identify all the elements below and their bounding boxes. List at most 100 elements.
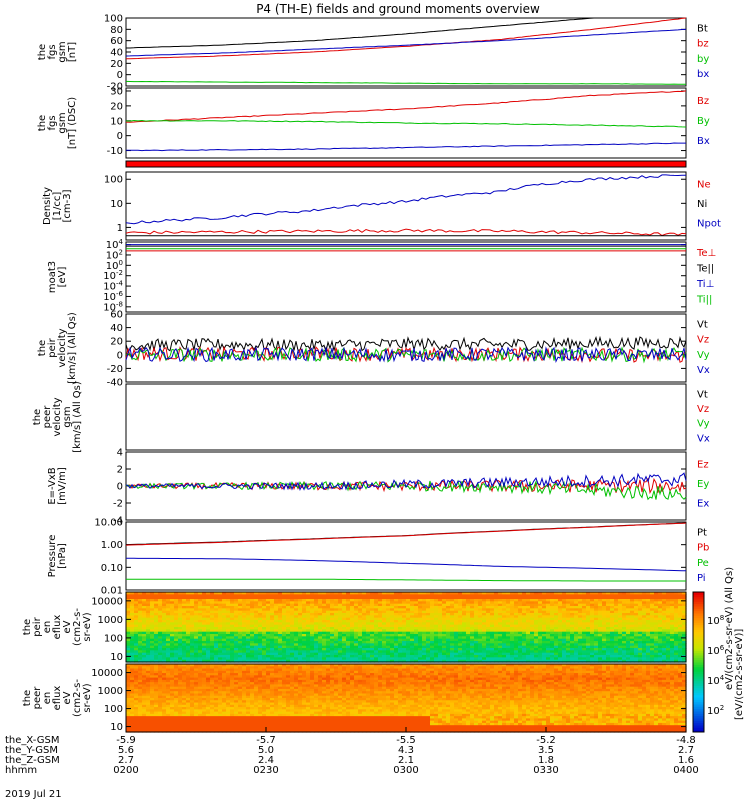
heatmap-cell	[510, 617, 515, 621]
heatmap-cell	[314, 659, 319, 663]
panel-frame	[125, 241, 687, 313]
heatmap-cell	[514, 610, 519, 614]
heatmap-cell	[162, 727, 167, 731]
heatmap-cell	[370, 648, 375, 651]
heatmap-cell	[150, 650, 155, 654]
heatmap-cell	[642, 613, 647, 616]
heatmap-cell	[434, 638, 439, 642]
heatmap-cell	[290, 627, 295, 630]
heatmap-cell	[186, 668, 191, 672]
heatmap-cell	[486, 636, 491, 640]
heatmap-cell	[482, 641, 487, 644]
heatmap-cell	[166, 606, 171, 609]
heatmap-cell	[454, 627, 459, 630]
heatmap-cell	[410, 634, 415, 637]
heatmap-cell	[222, 645, 227, 649]
heatmap-cell	[174, 629, 179, 633]
heatmap-cell	[126, 677, 131, 681]
heatmap-cell	[150, 601, 155, 605]
heatmap-cell	[530, 594, 535, 598]
heatmap-cell	[666, 622, 671, 626]
heatmap-cell	[182, 648, 187, 651]
heatmap-cell	[546, 650, 551, 654]
heatmap-cell	[214, 624, 219, 628]
heatmap-cell	[322, 594, 327, 598]
heatmap-cell	[414, 636, 419, 640]
heatmap-cell	[166, 641, 171, 644]
heatmap-cell	[558, 613, 563, 616]
heatmap-cell	[446, 650, 451, 654]
heatmap-cell	[290, 608, 295, 612]
heatmap-cell	[558, 594, 563, 598]
heatmap-cell	[570, 596, 575, 600]
heatmap-cell	[486, 613, 491, 616]
heatmap-cell	[502, 594, 507, 598]
heatmap-cell	[602, 643, 607, 647]
heatmap-cell	[602, 641, 607, 644]
heatmap-cell	[662, 615, 667, 619]
heatmap-cell	[142, 617, 147, 621]
heatmap-cell	[534, 650, 539, 654]
heatmap-cell	[674, 599, 679, 602]
heatmap-cell	[446, 629, 451, 633]
heatmap-cell	[298, 641, 303, 644]
heatmap-cell	[334, 631, 339, 635]
heatmap-cell	[646, 636, 651, 640]
heatmap-cell	[354, 659, 359, 663]
heatmap-cell	[170, 627, 175, 630]
y-tick-label: -2	[113, 499, 123, 510]
heatmap-cell	[586, 594, 591, 598]
heatmap-cell	[490, 596, 495, 600]
heatmap-cell	[442, 617, 447, 621]
heatmap-cell	[406, 648, 411, 651]
heatmap-cell	[142, 684, 147, 688]
heatmap-cell	[462, 645, 467, 649]
heatmap-cell	[182, 716, 187, 719]
heatmap-cell	[490, 657, 495, 661]
heatmap-cell	[554, 652, 559, 656]
heatmap-cell	[654, 594, 659, 598]
heatmap-cell	[566, 610, 571, 614]
heatmap-cell	[222, 601, 227, 605]
heatmap-cell	[446, 643, 451, 647]
heatmap-cell	[458, 627, 463, 630]
heatmap-cell	[498, 606, 503, 609]
heatmap-cell	[618, 631, 623, 635]
heatmap-cell	[634, 631, 639, 635]
heatmap-cell	[626, 641, 631, 644]
heatmap-cell	[198, 684, 203, 688]
heatmap-cell	[186, 606, 191, 609]
heatmap-cell	[546, 610, 551, 614]
heatmap-cell	[510, 610, 515, 614]
heatmap-cell	[546, 643, 551, 647]
heatmap-cell	[190, 688, 195, 692]
heatmap-cell	[646, 599, 651, 602]
heatmap-cell	[614, 627, 619, 630]
heatmap-cell	[258, 634, 263, 637]
heatmap-cell	[330, 631, 335, 635]
heatmap-cell	[486, 608, 491, 612]
series-line-Pe	[126, 578, 686, 582]
heatmap-cell	[546, 655, 551, 658]
heatmap-cell	[598, 652, 603, 656]
heatmap-cell	[146, 668, 151, 672]
heatmap-cell	[134, 695, 139, 699]
heatmap-cell	[298, 599, 303, 602]
heatmap-cell	[146, 603, 151, 607]
heatmap-cell	[378, 634, 383, 637]
heatmap-cell	[678, 617, 683, 621]
heatmap-cell	[614, 601, 619, 605]
heatmap-cell	[226, 615, 231, 619]
heatmap-cell	[162, 691, 167, 695]
heatmap-cell	[462, 606, 467, 609]
heatmap-cell	[674, 622, 679, 626]
heatmap-cell	[522, 617, 527, 621]
heatmap-cell	[530, 627, 535, 630]
heatmap-cell	[242, 592, 247, 595]
heatmap-cell	[162, 592, 167, 595]
heatmap-cell	[458, 645, 463, 649]
heatmap-cell	[530, 615, 535, 619]
heatmap-cell	[638, 615, 643, 619]
